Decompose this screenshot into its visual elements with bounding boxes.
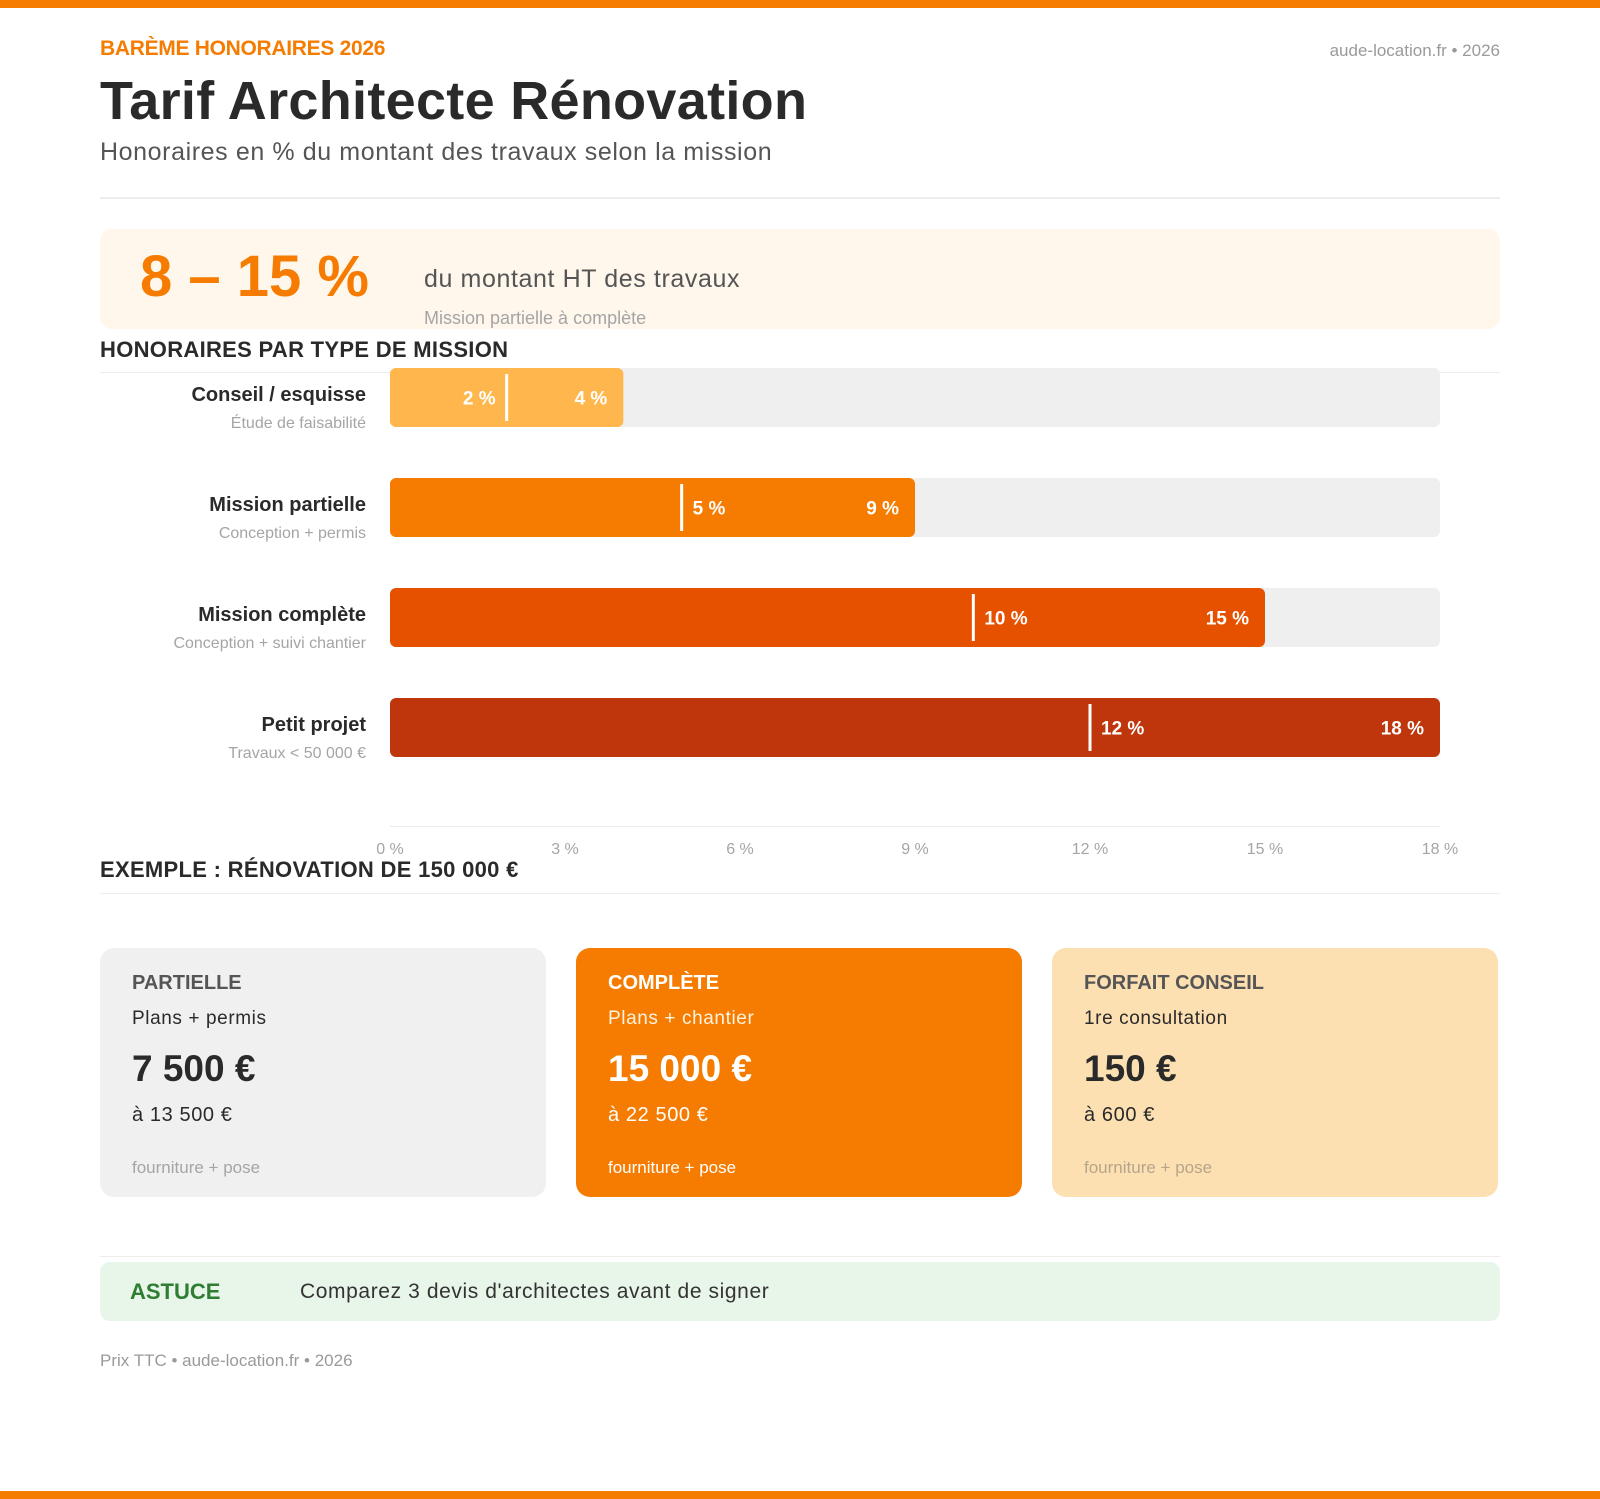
min-value-label: 2 % — [463, 389, 496, 410]
bar-range — [390, 698, 1440, 757]
min-value-label: 5 % — [693, 499, 726, 520]
card-partielle: PARTIELLE Plans + permis 7 500 € à 13 50… — [100, 948, 546, 1197]
card-price: 150 € — [1084, 1048, 1177, 1089]
tip-text: Comparez 3 devis d'architectes avant de … — [300, 1280, 770, 1303]
x-tick-label: 6 % — [726, 841, 754, 858]
x-tick-label: 9 % — [901, 841, 929, 858]
bar-range — [390, 588, 1265, 647]
card-price-max: à 22 500 € — [608, 1104, 709, 1126]
category-label: Conseil / esquisse — [191, 384, 366, 406]
site-label: aude-location.fr • 2026 — [1329, 41, 1500, 60]
card-forfait-conseil: FORFAIT CONSEIL 1re consultation 150 € à… — [1052, 948, 1498, 1197]
bottom-accent-bar — [0, 1491, 1600, 1499]
x-tick-label: 0 % — [376, 841, 404, 858]
card-subtitle: Plans + permis — [132, 1008, 267, 1029]
card-subtitle: Plans + chantier — [608, 1008, 755, 1029]
card-footnote: fourniture + pose — [608, 1158, 737, 1177]
top-accent-bar — [0, 0, 1600, 8]
category-description: Travaux < 50 000 € — [228, 745, 366, 762]
x-axis-line — [390, 826, 1440, 827]
card-footnote: fourniture + pose — [1084, 1158, 1213, 1177]
min-marker — [971, 594, 975, 641]
category-description: Conception + suivi chantier — [173, 635, 366, 652]
card-footnote: fourniture + pose — [132, 1158, 261, 1177]
card-price: 15 000 € — [608, 1048, 753, 1089]
hero-note: Mission partielle à complète — [424, 308, 647, 328]
category-description: Étude de faisabilité — [231, 413, 366, 432]
max-value-label: 9 % — [866, 499, 899, 520]
page-title: Tarif Architecte Rénovation — [100, 71, 808, 131]
card-price-max: à 13 500 € — [132, 1104, 233, 1126]
min-marker — [505, 374, 509, 421]
category-label: Mission complète — [198, 604, 366, 626]
x-tick-label: 15 % — [1247, 841, 1283, 858]
kicker: BARÈME HONORAIRES 2026 — [100, 37, 386, 60]
example-section-title: EXEMPLE : RÉNOVATION DE 150 000 € — [100, 857, 519, 882]
hero-text: du montant HT des travaux — [424, 265, 741, 293]
divider — [100, 893, 1500, 894]
max-value-label: 18 % — [1381, 719, 1424, 740]
card-label: PARTIELLE — [132, 972, 242, 994]
divider — [100, 197, 1500, 199]
hero-range: 8 – 15 % — [140, 244, 369, 309]
footer-note: Prix TTC • aude-location.fr • 2026 — [100, 1351, 353, 1370]
bar-track — [390, 368, 1440, 427]
card-price: 7 500 € — [132, 1048, 256, 1089]
min-value-label: 10 % — [984, 609, 1027, 630]
min-marker — [680, 484, 684, 531]
page-subtitle: Honoraires en % du montant des travaux s… — [100, 138, 773, 166]
hero-panel: 8 – 15 % du montant HT des travaux Missi… — [100, 229, 1500, 329]
card-label: FORFAIT CONSEIL — [1084, 972, 1264, 994]
bar-range — [390, 478, 915, 537]
tip-label: ASTUCE — [130, 1279, 221, 1304]
x-tick-label: 18 % — [1422, 841, 1458, 858]
category-description: Conception + permis — [219, 525, 366, 542]
card-label: COMPLÈTE — [608, 972, 720, 994]
chart-section-title: HONORAIRES PAR TYPE DE MISSION — [100, 337, 509, 362]
min-marker — [1088, 704, 1092, 751]
mission-fee-chart: 2 % 4 % Conseil / esquisse Étude de faisabi… — [173, 368, 1458, 858]
category-label: Petit projet — [262, 714, 367, 736]
card-price-max: à 600 € — [1084, 1104, 1155, 1126]
min-value-label: 12 % — [1101, 719, 1144, 740]
tip-box: ASTUCE Comparez 3 devis d'architectes av… — [100, 1262, 1500, 1321]
max-value-label: 4 % — [575, 389, 608, 410]
x-tick-label: 12 % — [1072, 841, 1108, 858]
card-complete: COMPLÈTE Plans + chantier 15 000 € à 22 … — [576, 948, 1022, 1197]
x-tick-label: 3 % — [551, 841, 579, 858]
max-value-label: 15 % — [1206, 609, 1249, 630]
divider — [100, 1256, 1500, 1257]
card-subtitle: 1re consultation — [1084, 1008, 1228, 1029]
category-label: Mission partielle — [209, 494, 366, 516]
